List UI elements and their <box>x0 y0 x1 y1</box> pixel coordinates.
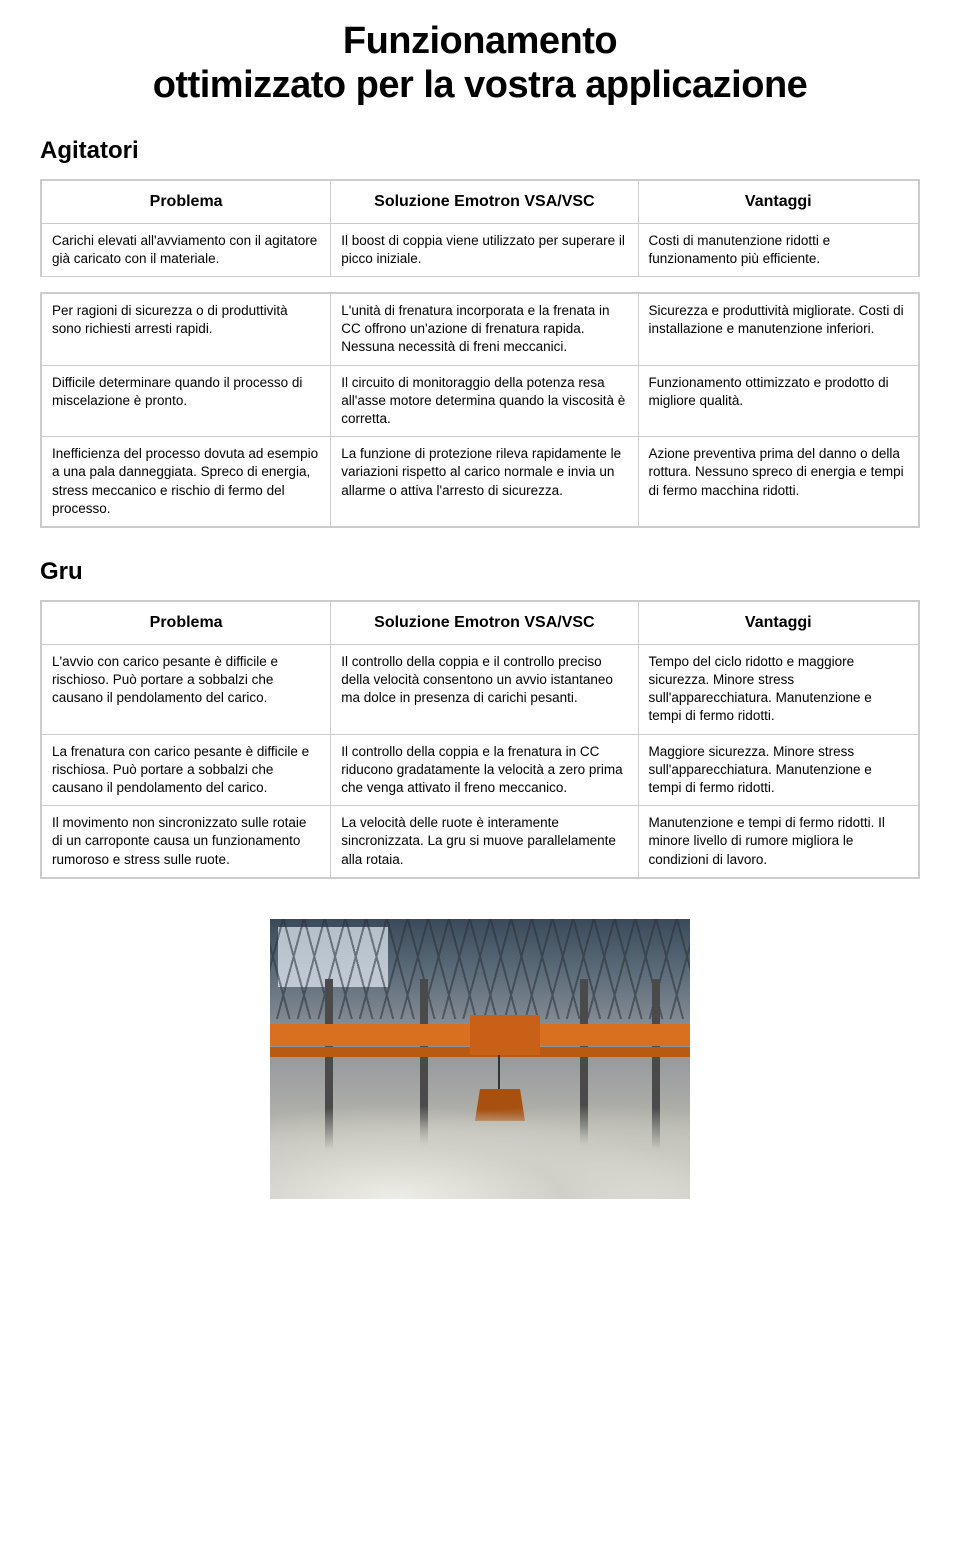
title-line-2: ottimizzato per la vostra applicazione <box>153 64 808 106</box>
table-row: L'avvio con carico pesante è difficile e… <box>41 644 919 734</box>
crane-photo <box>270 919 690 1199</box>
cell-problema: Per ragioni di sicurezza o di produttivi… <box>41 293 331 365</box>
table-row: La frenatura con carico pesante è diffic… <box>41 734 919 806</box>
gru-table: Problema Soluzione Emotron VSA/VSC Vanta… <box>40 600 920 879</box>
cell-problema: Difficile determinare quando il processo… <box>41 365 331 437</box>
cell-problema: Il movimento non sincronizzato sulle rot… <box>41 806 331 878</box>
col-soluzione: Soluzione Emotron VSA/VSC <box>331 180 638 223</box>
cell-problema: Carichi elevati all'avviamento con il ag… <box>41 223 331 276</box>
cell-soluzione: Il circuito di monitoraggio della potenz… <box>331 365 638 437</box>
row-spacer <box>41 277 919 293</box>
table-row: Difficile determinare quando il processo… <box>41 365 919 437</box>
cell-problema: L'avvio con carico pesante è difficile e… <box>41 644 331 734</box>
table-row: Inefficienza del processo dovuta ad esem… <box>41 437 919 527</box>
cell-soluzione: La velocità delle ruote è interamente si… <box>331 806 638 878</box>
cell-vantaggi: Azione preventiva prima del danno o dell… <box>638 437 919 527</box>
title-line-1: Funzionamento <box>343 20 617 62</box>
section-heading-gru: Gru <box>40 558 920 586</box>
table-header-row: Problema Soluzione Emotron VSA/VSC Vanta… <box>41 601 919 644</box>
cell-soluzione: L'unità di frenatura incorporata e la fr… <box>331 293 638 365</box>
photo-crane-trolley <box>470 1015 540 1055</box>
table-row: Carichi elevati all'avviamento con il ag… <box>41 223 919 276</box>
cell-vantaggi: Sicurezza e produttività migliorate. Cos… <box>638 293 919 365</box>
table-row: Per ragioni di sicurezza o di produttivi… <box>41 293 919 365</box>
cell-soluzione: Il controllo della coppia e il controllo… <box>331 644 638 734</box>
cell-problema: Inefficienza del processo dovuta ad esem… <box>41 437 331 527</box>
photo-material-pile <box>270 1104 690 1199</box>
cell-soluzione: Il boost di coppia viene utilizzato per … <box>331 223 638 276</box>
col-vantaggi: Vantaggi <box>638 180 919 223</box>
agitatori-table: Problema Soluzione Emotron VSA/VSC Vanta… <box>40 179 920 528</box>
table-header-row: Problema Soluzione Emotron VSA/VSC Vanta… <box>41 180 919 223</box>
col-problema: Problema <box>41 601 331 644</box>
cell-vantaggi: Funzionamento ottimizzato e prodotto di … <box>638 365 919 437</box>
cell-vantaggi: Tempo del ciclo ridotto e maggiore sicur… <box>638 644 919 734</box>
cell-vantaggi: Maggiore sicurezza. Minore stress sull'a… <box>638 734 919 806</box>
photo-roof-truss <box>270 919 690 1019</box>
col-vantaggi: Vantaggi <box>638 601 919 644</box>
col-problema: Problema <box>41 180 331 223</box>
page-title: Funzionamento ottimizzato per la vostra … <box>40 20 920 107</box>
section-heading-agitatori: Agitatori <box>40 137 920 165</box>
cell-soluzione: La funzione di protezione rileva rapidam… <box>331 437 638 527</box>
cell-vantaggi: Costi di manutenzione ridotti e funziona… <box>638 223 919 276</box>
table-row: Il movimento non sincronizzato sulle rot… <box>41 806 919 878</box>
cell-vantaggi: Manutenzione e tempi di fermo ridotti. I… <box>638 806 919 878</box>
cell-soluzione: Il controllo della coppia e la frenatura… <box>331 734 638 806</box>
col-soluzione: Soluzione Emotron VSA/VSC <box>331 601 638 644</box>
cell-problema: La frenatura con carico pesante è diffic… <box>41 734 331 806</box>
